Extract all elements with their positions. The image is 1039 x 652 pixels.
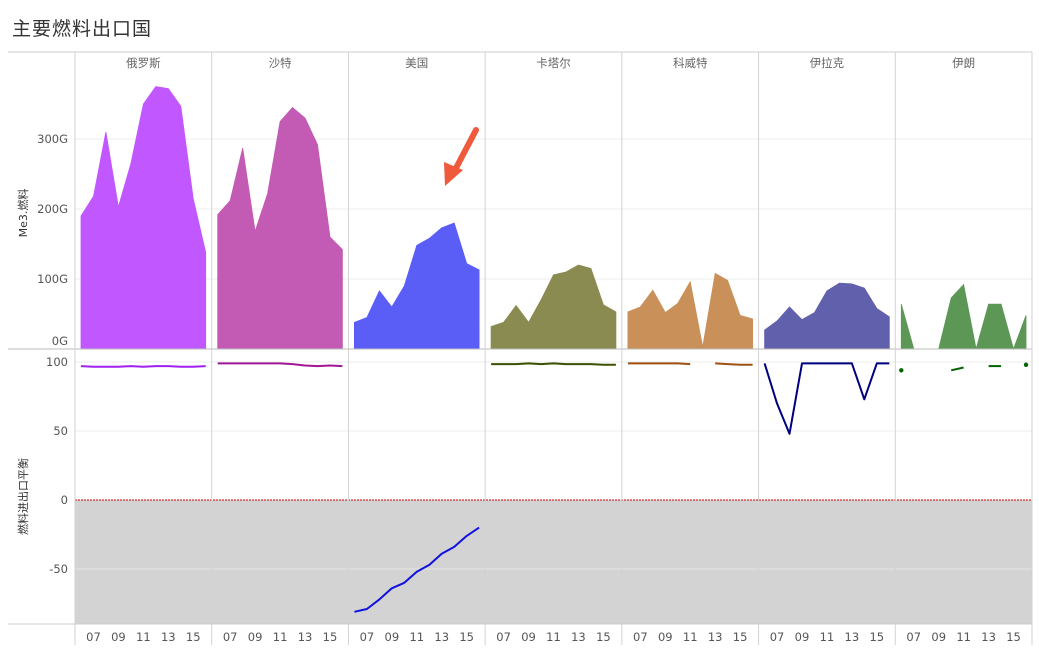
panel-frame — [8, 51, 1033, 645]
balance-point-伊朗 — [899, 368, 904, 373]
x-tick-label: 11 — [546, 630, 561, 644]
column-header-美国: 美国 — [405, 56, 428, 70]
x-tick-label: 09 — [248, 630, 263, 644]
x-tick-label: 15 — [186, 630, 201, 644]
x-tick-label: 11 — [683, 630, 698, 644]
balance-line-卡塔尔 — [491, 362, 616, 366]
balance-line-伊拉克 — [763, 362, 890, 435]
balance-point-伊朗 — [1023, 362, 1029, 367]
x-tick-label: 09 — [385, 630, 400, 644]
column-header-卡塔尔: 卡塔尔 — [536, 56, 571, 70]
balance-line-俄罗斯 — [80, 365, 206, 368]
x-tick-label: 11 — [409, 630, 424, 644]
balance-line-伊朗 — [950, 366, 964, 372]
x-tick-label: 07 — [223, 630, 238, 644]
column-header-俄罗斯: 俄罗斯 — [126, 56, 161, 70]
x-tick-label: 13 — [434, 630, 449, 644]
x-tick-label: 09 — [111, 630, 126, 644]
x-tick-label: 07 — [496, 630, 511, 644]
page-title: 主要燃料出口国 — [12, 18, 153, 40]
x-tick-label: 13 — [981, 630, 996, 644]
column-header-伊朗: 伊朗 — [952, 56, 975, 70]
balance-line-沙特 — [217, 362, 343, 368]
bottom-y-tick-label: 100 — [46, 355, 68, 369]
x-tick-label: 07 — [86, 630, 101, 644]
bottom-y-tick-label: 50 — [53, 424, 68, 438]
x-tick-label: 13 — [708, 630, 723, 644]
annotation-arrow-head — [444, 162, 463, 186]
x-tick-label: 13 — [298, 630, 313, 644]
x-tick-label: 07 — [770, 630, 785, 644]
area-伊拉克 — [764, 282, 890, 350]
negative-band — [75, 500, 1032, 624]
top-y-tick-label: 300G — [37, 132, 68, 146]
area-沙特 — [217, 106, 343, 350]
annotations — [444, 127, 479, 186]
x-tick-label: 15 — [733, 630, 748, 644]
x-tick-label: 13 — [161, 630, 176, 644]
x-tick-label: 11 — [136, 630, 151, 644]
top-y-axis-title: Me3.燃料 — [16, 189, 30, 238]
area-美国 — [354, 222, 480, 350]
bottom-y-tick-label: 0 — [61, 493, 68, 507]
balance-line-科威特 — [627, 362, 691, 366]
annotation-arrow-shaft — [452, 127, 479, 173]
balance-line-美国 — [354, 526, 480, 613]
x-tick-label: 15 — [869, 630, 884, 644]
area-伊朗 — [900, 283, 1027, 351]
column-header-伊拉克: 伊拉克 — [810, 56, 845, 70]
x-tick-label: 15 — [596, 630, 611, 644]
x-tick-label: 15 — [459, 630, 474, 644]
x-tick-label: 09 — [931, 630, 946, 644]
column-header-科威特: 科威特 — [673, 56, 708, 70]
x-tick-label: 07 — [360, 630, 375, 644]
area-卡塔尔 — [490, 264, 617, 350]
chart-text: 俄罗斯 沙特 美国 卡塔尔 科威特 伊拉克 伊朗 0G 100G 200G 300G 100 50 0 -5… — [16, 56, 1021, 644]
top-y-tick-label: 100G — [37, 272, 68, 286]
x-tick-label: 09 — [658, 630, 673, 644]
x-tick-label: 07 — [633, 630, 648, 644]
top-y-tick-label: 200G — [37, 202, 68, 216]
x-tick-label: 11 — [820, 630, 835, 644]
balance-line-科威特 — [715, 362, 753, 366]
area-科威特 — [627, 272, 753, 350]
negative-region-band — [75, 500, 1032, 624]
column-header-沙特: 沙特 — [269, 56, 292, 70]
x-tick-label: 07 — [906, 630, 921, 644]
data-marks — [75, 86, 1032, 613]
area-俄罗斯 — [80, 86, 207, 350]
x-tick-label: 15 — [1006, 630, 1021, 644]
top-y-tick-label: 0G — [52, 334, 68, 348]
x-tick-label: 15 — [323, 630, 338, 644]
x-tick-label: 09 — [521, 630, 536, 644]
bottom-y-tick-label: -50 — [49, 562, 68, 576]
x-tick-label: 13 — [845, 630, 860, 644]
x-tick-label: 13 — [571, 630, 586, 644]
x-tick-label: 11 — [273, 630, 288, 644]
x-tick-label: 09 — [795, 630, 810, 644]
bottom-y-axis-title: 燃料进出口平衡 — [16, 458, 30, 535]
x-tick-label: 11 — [956, 630, 971, 644]
